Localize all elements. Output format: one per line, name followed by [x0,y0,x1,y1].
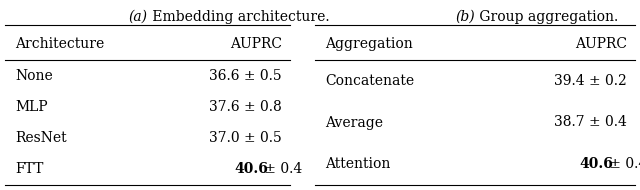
Text: 38.7 ± 0.4: 38.7 ± 0.4 [554,116,627,130]
Text: ResNet: ResNet [15,131,67,145]
Text: 37.0 ± 0.5: 37.0 ± 0.5 [209,131,282,145]
Text: ± 0.4: ± 0.4 [605,157,640,171]
Text: FTT: FTT [15,162,44,176]
Text: 36.6 ± 0.5: 36.6 ± 0.5 [209,69,282,83]
Text: Concatenate: Concatenate [325,74,414,88]
Text: AUPRC: AUPRC [575,37,627,51]
Text: (b): (b) [456,10,475,24]
Text: 40.6: 40.6 [234,162,268,176]
Text: None: None [15,69,52,83]
Text: 37.6 ± 0.8: 37.6 ± 0.8 [209,100,282,114]
Text: Aggregation: Aggregation [325,37,413,51]
Text: Group aggregation.: Group aggregation. [475,10,618,24]
Text: MLP: MLP [15,100,47,114]
Text: Average: Average [325,116,383,130]
Text: 39.4 ± 0.2: 39.4 ± 0.2 [554,74,627,88]
Text: Architecture: Architecture [15,37,104,51]
Text: 40.6: 40.6 [579,157,613,171]
Text: (a): (a) [129,10,147,24]
Text: ± 0.4: ± 0.4 [260,162,302,176]
Text: AUPRC: AUPRC [230,37,282,51]
Text: Embedding architecture.: Embedding architecture. [147,10,329,24]
Text: Attention: Attention [325,157,390,171]
